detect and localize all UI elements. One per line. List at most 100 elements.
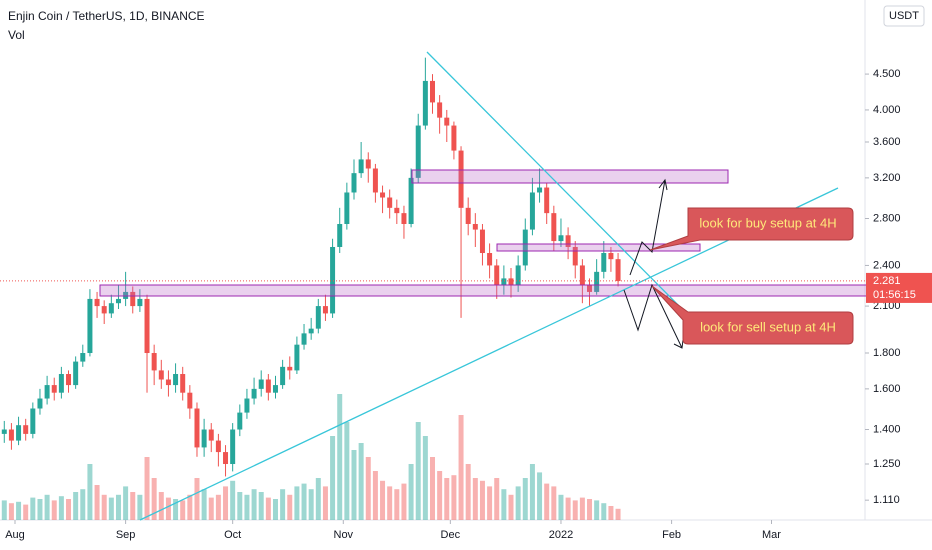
candle-body: [8, 429, 14, 441]
volume-bar: [58, 496, 64, 520]
y-tick-label: 1.600: [873, 383, 901, 395]
volume-bar: [437, 471, 443, 520]
candle-body: [1, 429, 7, 434]
y-tick-label: 1.110: [873, 494, 900, 506]
candle-body: [265, 379, 271, 393]
candle-body: [237, 412, 243, 430]
candle-body: [601, 253, 607, 272]
candle-body: [537, 187, 543, 193]
volume-bar: [130, 492, 136, 520]
volume-bar: [315, 478, 321, 520]
volume-bar: [380, 480, 386, 520]
candle-body: [223, 452, 229, 465]
volume-bar: [37, 499, 43, 520]
candle-body: [280, 366, 286, 386]
zone: [99, 284, 871, 297]
volume-bar: [351, 450, 357, 520]
candle-body: [201, 429, 207, 448]
volume-pane: [1, 394, 621, 520]
trendline: [426, 51, 686, 313]
candle-body: [251, 388, 257, 399]
callout-text: look for sell setup at 4H: [700, 319, 836, 334]
x-tick-label: Aug: [5, 529, 25, 541]
candle-body: [115, 298, 121, 304]
candle-body: [472, 224, 478, 230]
candle-body: [287, 366, 293, 371]
x-tick-label: 2022: [549, 529, 573, 541]
last-price-box: [866, 272, 932, 303]
volume-bar: [472, 478, 478, 520]
candle-body: [123, 291, 129, 299]
candle-body: [579, 265, 585, 286]
x-tick-label: Dec: [441, 529, 461, 541]
y-tick-label: 3.200: [873, 172, 901, 184]
candle-body: [594, 271, 600, 292]
y-tick-label: 4.500: [873, 68, 901, 80]
candle-body: [487, 253, 493, 266]
candle-body: [51, 385, 57, 393]
candle-body: [294, 344, 300, 371]
candle-body: [465, 207, 471, 225]
volume-bar: [487, 486, 493, 520]
candle-body: [437, 102, 443, 118]
candle-body: [137, 298, 143, 307]
candle-body: [501, 278, 507, 286]
volume-bar: [565, 497, 571, 520]
candle-body: [422, 80, 428, 126]
x-tick-label: Feb: [662, 529, 681, 541]
volume-bar: [479, 480, 485, 520]
candle-body: [244, 398, 250, 413]
volume-bar: [308, 489, 314, 520]
x-tick-label: Mar: [762, 529, 781, 541]
candle-body: [108, 303, 114, 314]
volume-bar: [208, 497, 214, 520]
candle-body: [330, 246, 336, 314]
candle-body: [258, 379, 264, 389]
callout-text: look for buy setup at 4H: [699, 215, 836, 230]
volume-bar: [401, 483, 407, 520]
candle-body: [415, 125, 421, 178]
subtitle: Vol: [8, 28, 25, 42]
candle-body: [558, 235, 564, 242]
candle-body: [608, 253, 614, 260]
volume-bar: [115, 494, 121, 520]
last-price-label: 2.281: [873, 275, 901, 287]
candle-body: [308, 328, 314, 334]
volume-bar: [387, 486, 393, 520]
candle-body: [430, 80, 435, 103]
candle-body: [358, 159, 364, 174]
candle-body: [144, 298, 150, 354]
currency-button[interactable]: [883, 5, 925, 27]
candle-body: [387, 197, 393, 208]
volume-bar: [330, 436, 336, 520]
currency-label[interactable]: USDT: [889, 10, 919, 22]
countdown-label: 01:56:15: [873, 289, 916, 301]
volume-bar: [544, 483, 550, 520]
volume-bar: [572, 500, 578, 520]
volume-bar: [173, 499, 179, 520]
volume-bar: [365, 457, 371, 520]
zone: [411, 169, 729, 184]
candle-body: [187, 392, 193, 409]
candle-body: [394, 207, 400, 214]
candle-body: [544, 187, 550, 214]
volume-bar: [594, 500, 600, 520]
volume-bar: [123, 486, 129, 520]
volume-bar: [415, 422, 421, 520]
volume-bar: [372, 471, 378, 520]
candle-body: [73, 361, 79, 386]
candle-body: [37, 398, 43, 409]
volume-bar: [494, 478, 500, 520]
candle-body: [66, 374, 72, 386]
candle-body: [130, 291, 136, 307]
candle-body: [94, 298, 100, 307]
candle-body: [444, 117, 450, 126]
candle-body: [401, 213, 407, 225]
candle-body: [615, 259, 621, 282]
volume-bar: [1, 500, 7, 520]
callout: [651, 285, 854, 345]
volume-bar: [451, 475, 457, 520]
y-tick-label: 2.800: [873, 212, 901, 224]
candle-body: [151, 353, 157, 371]
volume-bar: [579, 497, 585, 520]
